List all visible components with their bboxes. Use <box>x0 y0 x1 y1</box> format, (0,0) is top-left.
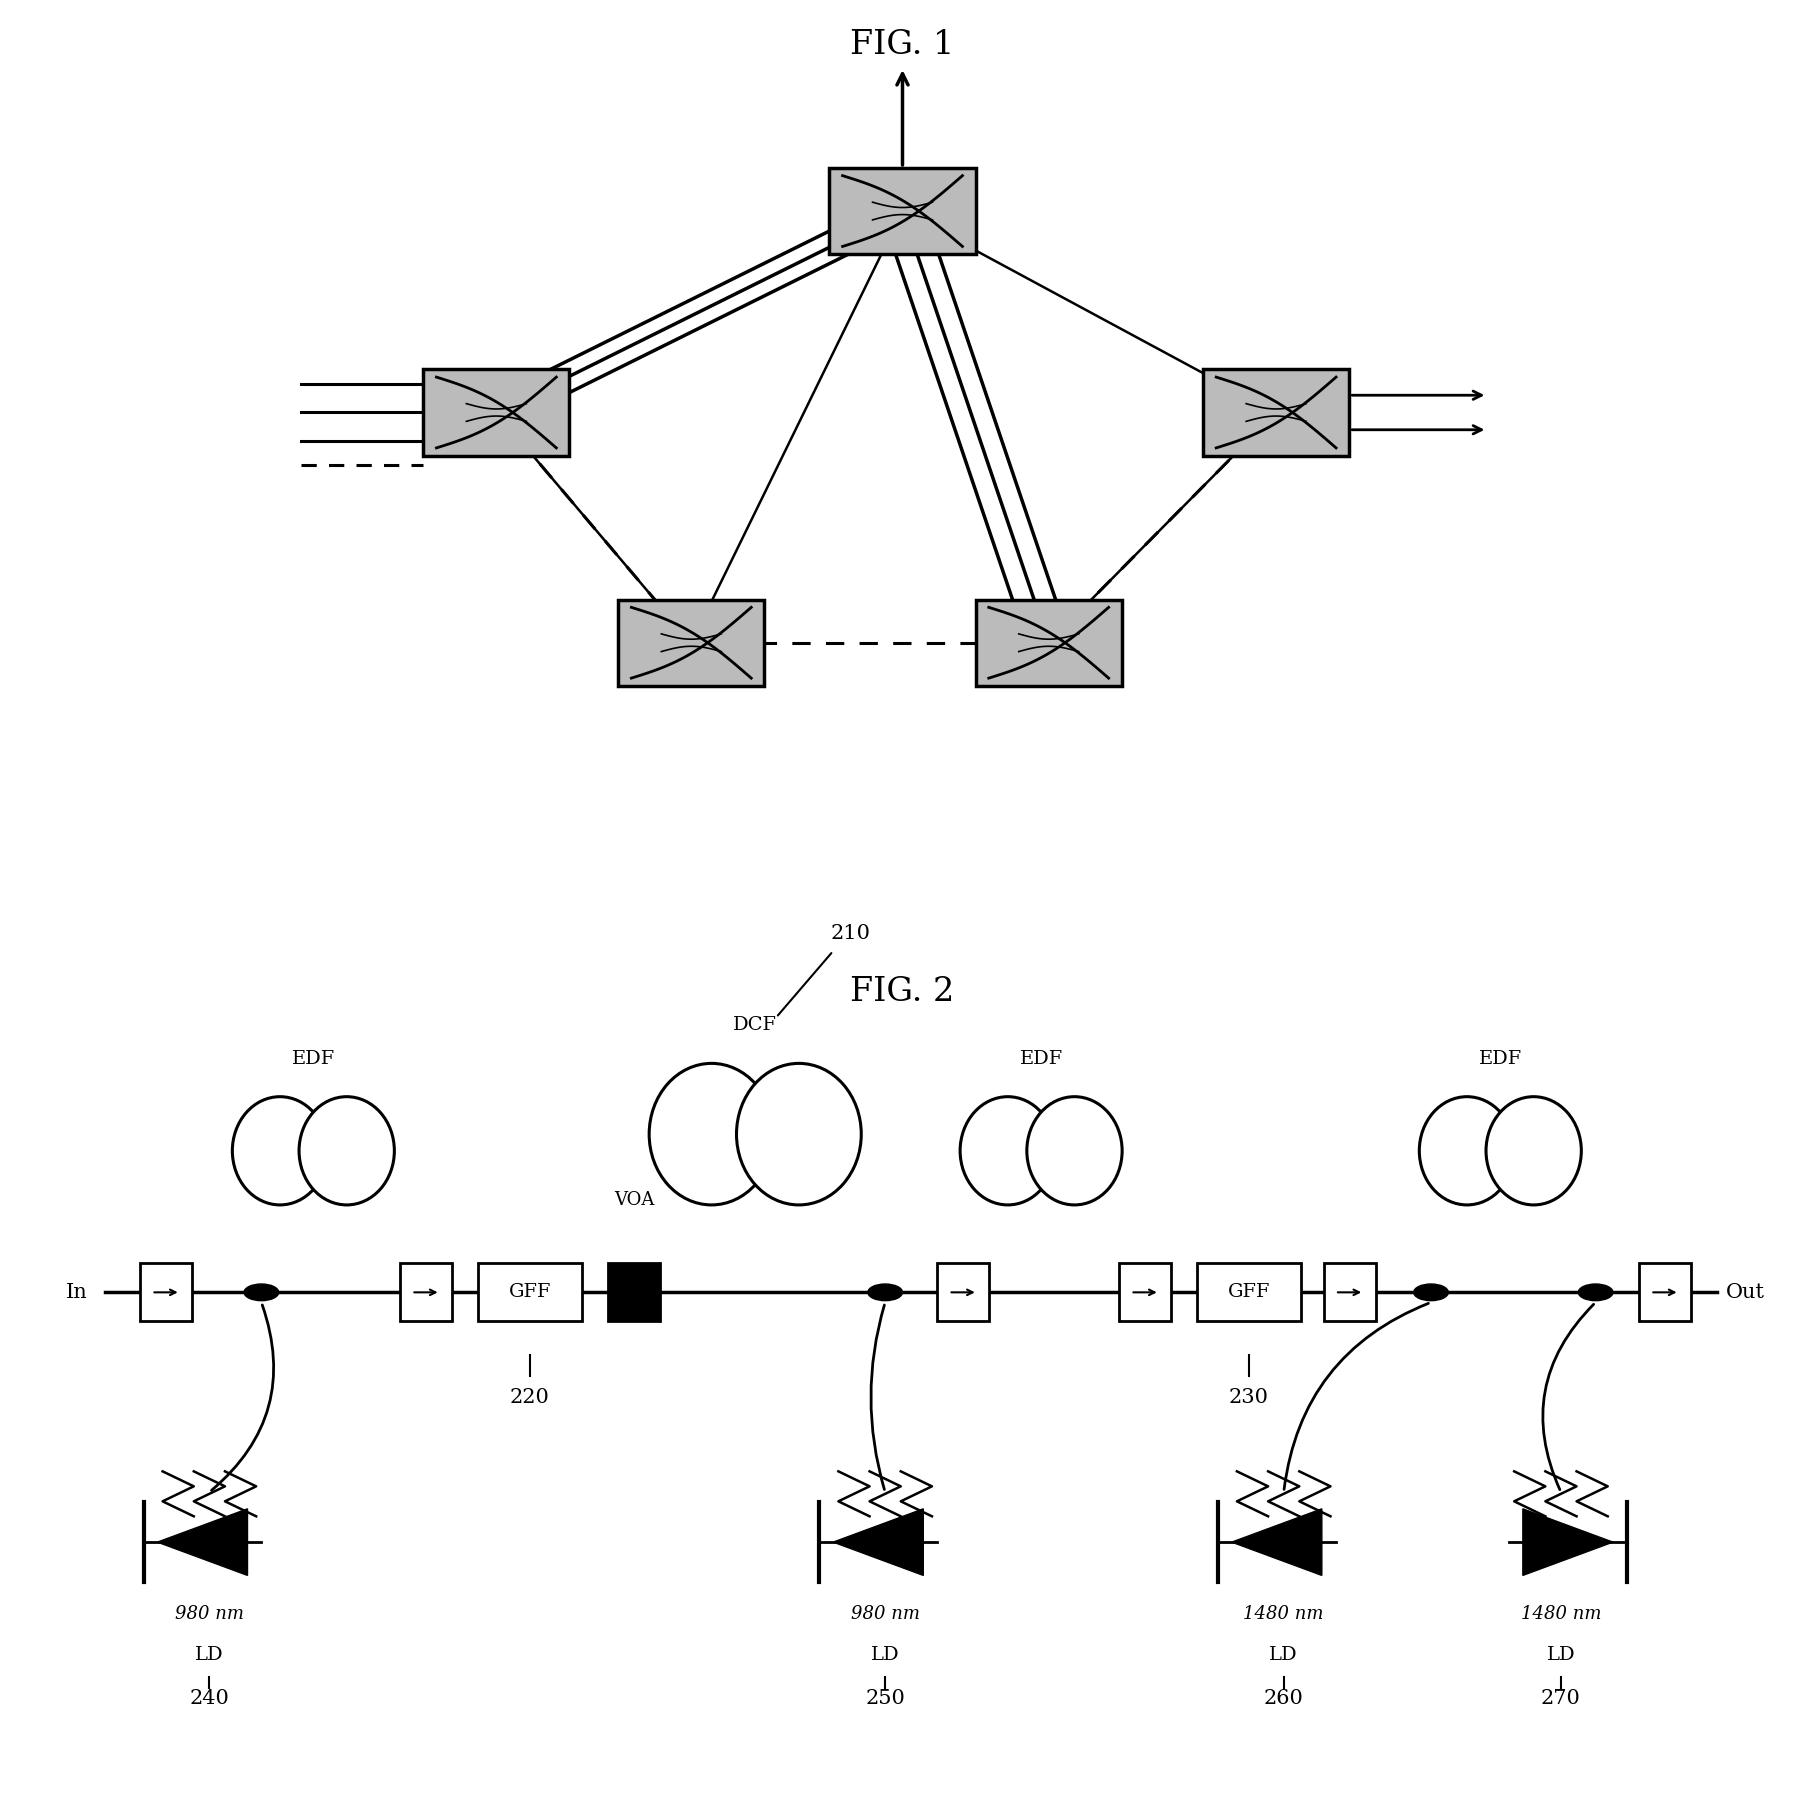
FancyBboxPatch shape <box>1323 1263 1375 1321</box>
Polygon shape <box>834 1510 924 1575</box>
FancyBboxPatch shape <box>424 369 570 456</box>
Ellipse shape <box>1027 1097 1123 1205</box>
Text: 1480 nm: 1480 nm <box>1522 1605 1601 1622</box>
Text: EDF: EDF <box>1020 1050 1063 1068</box>
Text: 980 nm: 980 nm <box>175 1605 244 1622</box>
Ellipse shape <box>233 1097 329 1205</box>
FancyBboxPatch shape <box>141 1263 191 1321</box>
Text: 270: 270 <box>1541 1689 1581 1709</box>
Text: DCF: DCF <box>733 1015 778 1034</box>
FancyBboxPatch shape <box>1119 1263 1171 1321</box>
Text: LD: LD <box>195 1647 224 1663</box>
Text: LD: LD <box>1547 1647 1576 1663</box>
Text: 220: 220 <box>511 1388 551 1406</box>
Circle shape <box>1413 1283 1448 1301</box>
Polygon shape <box>1231 1510 1321 1575</box>
Text: LD: LD <box>870 1647 899 1663</box>
Text: 250: 250 <box>865 1689 904 1709</box>
Text: 980 nm: 980 nm <box>850 1605 921 1622</box>
Polygon shape <box>1523 1510 1614 1575</box>
Text: 260: 260 <box>1264 1689 1303 1709</box>
Text: EDF: EDF <box>292 1050 336 1068</box>
Text: GFF: GFF <box>509 1283 551 1301</box>
Text: FIG. 2: FIG. 2 <box>850 976 955 1008</box>
Text: In: In <box>67 1283 88 1301</box>
Text: 240: 240 <box>190 1689 229 1709</box>
Text: LD: LD <box>1269 1647 1298 1663</box>
Ellipse shape <box>650 1062 774 1205</box>
Ellipse shape <box>1486 1097 1581 1205</box>
FancyBboxPatch shape <box>1639 1263 1691 1321</box>
FancyBboxPatch shape <box>937 1263 989 1321</box>
Circle shape <box>868 1283 902 1301</box>
FancyBboxPatch shape <box>619 599 765 686</box>
Text: VOA: VOA <box>614 1191 653 1209</box>
Ellipse shape <box>1419 1097 1514 1205</box>
Circle shape <box>1578 1283 1614 1301</box>
FancyBboxPatch shape <box>608 1263 661 1321</box>
Text: 1480 nm: 1480 nm <box>1244 1605 1323 1622</box>
Text: EDF: EDF <box>1478 1050 1522 1068</box>
Text: FIG. 1: FIG. 1 <box>850 29 955 62</box>
FancyBboxPatch shape <box>1197 1263 1301 1321</box>
FancyBboxPatch shape <box>830 168 977 253</box>
Text: GFF: GFF <box>1227 1283 1271 1301</box>
Text: 230: 230 <box>1229 1388 1269 1406</box>
FancyBboxPatch shape <box>1204 369 1350 456</box>
Polygon shape <box>157 1510 247 1575</box>
Circle shape <box>244 1283 278 1301</box>
Ellipse shape <box>300 1097 393 1205</box>
Ellipse shape <box>736 1062 861 1205</box>
FancyBboxPatch shape <box>401 1263 451 1321</box>
Text: Out: Out <box>1726 1283 1765 1301</box>
Ellipse shape <box>960 1097 1056 1205</box>
FancyBboxPatch shape <box>975 599 1121 686</box>
Text: 210: 210 <box>830 923 870 943</box>
FancyBboxPatch shape <box>478 1263 581 1321</box>
